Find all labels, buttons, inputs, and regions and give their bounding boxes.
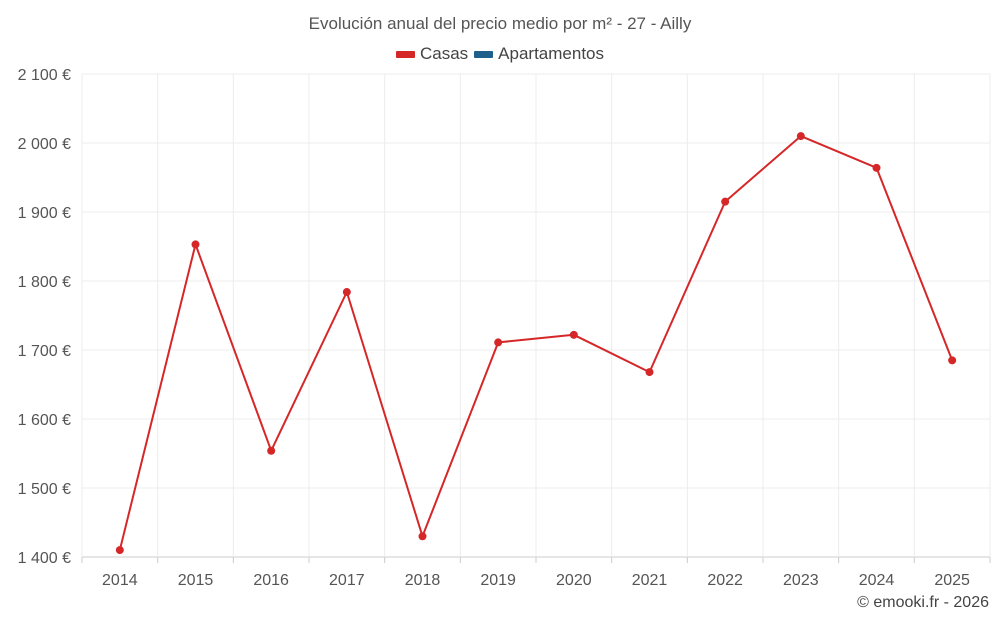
credit-text: © emooki.fr - 2026 xyxy=(857,594,989,611)
data-point-casas[interactable] xyxy=(494,338,503,347)
data-point-casas[interactable] xyxy=(191,240,200,249)
data-point-casas[interactable] xyxy=(948,356,957,365)
legend-item-apartamentos[interactable]: Apartamentos xyxy=(474,44,604,64)
series-line-casas xyxy=(118,135,954,551)
y-tick-label: 1 800 € xyxy=(18,274,71,291)
data-point-casas[interactable] xyxy=(872,163,881,172)
y-tick-label: 2 000 € xyxy=(18,136,71,153)
data-point-casas[interactable] xyxy=(418,532,427,541)
x-tick-label: 2020 xyxy=(556,572,592,589)
data-point-casas[interactable] xyxy=(267,446,276,455)
data-point-casas[interactable] xyxy=(796,132,805,141)
y-tick-label: 1 400 € xyxy=(18,550,71,567)
data-point-casas[interactable] xyxy=(342,288,351,297)
x-tick-label: 2018 xyxy=(405,572,441,589)
x-tick-label: 2019 xyxy=(480,572,516,589)
x-tick-label: 2021 xyxy=(632,572,668,589)
y-tick-label: 1 700 € xyxy=(18,343,71,360)
legend-label-casas: Casas xyxy=(419,44,469,63)
legend-label-apartamentos: Apartamentos xyxy=(498,44,605,63)
data-point-casas[interactable] xyxy=(115,546,124,555)
y-tick-label: 1 500 € xyxy=(18,481,71,498)
chart-title: Evolución anual del precio medio por m² … xyxy=(308,14,692,33)
y-tick-label: 1 900 € xyxy=(18,205,71,222)
legend: Casas Apartamentos xyxy=(0,44,1000,64)
x-tick-label: 2024 xyxy=(859,572,895,589)
data-point-casas[interactable] xyxy=(645,368,654,377)
x-tick-label: 2023 xyxy=(783,572,819,589)
x-tick-label: 2016 xyxy=(253,572,289,589)
x-tick-label: 2015 xyxy=(178,572,214,589)
x-tick-label: 2022 xyxy=(707,572,743,589)
x-tick-label: 2017 xyxy=(329,572,365,589)
data-point-casas[interactable] xyxy=(569,330,578,339)
x-tick-label: 2025 xyxy=(934,572,970,589)
legend-swatch-apartamentos xyxy=(474,50,494,58)
legend-swatch-casas xyxy=(395,50,415,58)
data-point-casas[interactable] xyxy=(721,197,730,206)
legend-item-casas[interactable]: Casas xyxy=(395,44,469,64)
y-tick-label: 2 100 € xyxy=(18,67,71,84)
x-tick-label: 2014 xyxy=(102,572,138,589)
y-tick-label: 1 600 € xyxy=(18,412,71,429)
